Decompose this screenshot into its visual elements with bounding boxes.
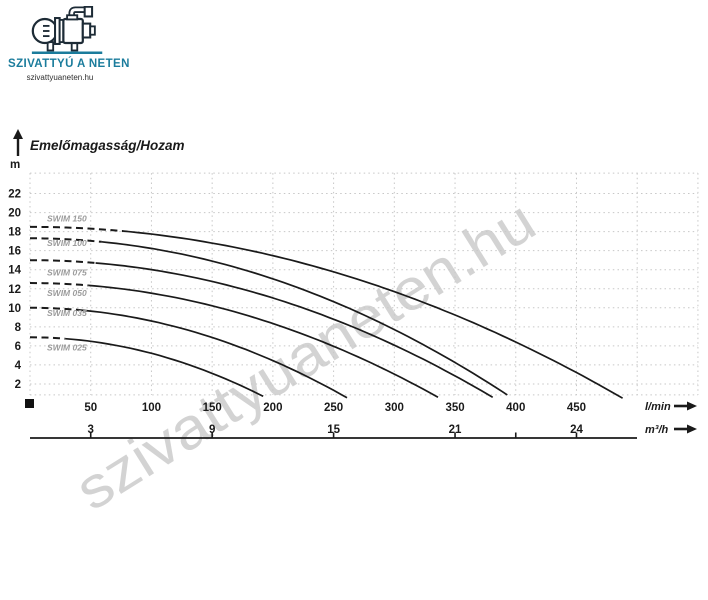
chart-title: Emelőmagasság/Hozam — [30, 138, 185, 153]
series-label: SWIM 100 — [47, 238, 87, 248]
curve-swim-150 — [123, 230, 624, 399]
curve-dashed-swim-025 — [29, 336, 66, 340]
x-tick-label-m3h: 9 — [209, 424, 215, 436]
pump-icon — [31, 6, 103, 54]
right-arrow-icon — [687, 424, 697, 434]
curve-dashed-swim-035 — [30, 306, 79, 311]
curve-dashed-swim-075 — [30, 259, 96, 264]
y-tick-label: 22 — [8, 189, 21, 201]
y-tick-label: 2 — [15, 379, 21, 391]
y-unit-label: m — [10, 159, 20, 171]
origin-marker — [25, 399, 34, 408]
x-tick-label-lmin: 100 — [142, 402, 161, 414]
pump-curves: SWIM 150 SWIM 100 SWIM 075 SWIM 050 SWIM 035… — [29, 213, 624, 399]
x-tick-label-lmin: 350 — [445, 402, 464, 414]
y-tick-label: 18 — [8, 227, 21, 239]
curve-dashed-swim-150 — [30, 225, 124, 233]
brand-url: szivattyuaneten.hu — [26, 73, 94, 82]
brand-logo: SZIVATTYÚ A NETEN szivattyuaneten.hu — [0, 0, 150, 90]
curve-dashed-swim-100 — [30, 237, 102, 243]
x-tick-label-m3h: 3 — [88, 424, 94, 436]
y-axis-header: m Emelőmagasság/Hozam — [10, 129, 185, 171]
y-tick-label: 16 — [8, 246, 21, 258]
x-tick-label-lmin: 450 — [567, 402, 586, 414]
series-label: SWIM 035 — [47, 308, 87, 318]
y-tick-label: 6 — [15, 341, 21, 353]
y-tick-label: 20 — [8, 208, 21, 220]
series-label: SWIM 150 — [47, 213, 87, 223]
right-arrow-icon — [687, 401, 697, 411]
up-arrow-icon — [13, 129, 23, 139]
x-unit-lmin-label: l/min — [645, 401, 671, 413]
series-label: SWIM 050 — [47, 288, 87, 298]
y-tick-label: 10 — [8, 303, 21, 315]
curve-swim-100 — [101, 240, 508, 396]
x-tick-label-lmin: 400 — [506, 402, 525, 414]
y-tick-label: 8 — [15, 322, 22, 334]
curve-dashed-swim-050 — [29, 282, 89, 287]
x-tick-label-lmin: 200 — [263, 402, 282, 414]
x-tick-label-m3h: 21 — [449, 424, 462, 436]
x-axis-units: l/min m³/h — [645, 401, 697, 436]
x-unit-m3h-label: m³/h — [645, 424, 669, 436]
series-label: SWIM 075 — [47, 268, 87, 278]
y-tick-label: 12 — [8, 284, 21, 296]
y-tick-label: 4 — [15, 360, 22, 372]
curve-swim-075 — [95, 262, 494, 399]
x-tick-label-lmin: 300 — [385, 402, 404, 414]
y-tick-label: 14 — [8, 265, 21, 277]
x-tick-label-m3h: 15 — [327, 424, 340, 436]
watermark-text: szivattyuaneten.hu — [64, 188, 546, 523]
x-tick-label-m3h: 24 — [570, 424, 583, 436]
x-tick-label-lmin: 50 — [84, 402, 97, 414]
curve-swim-050 — [88, 284, 439, 399]
x-tick-label-lmin: 150 — [203, 402, 222, 414]
x-tick-label-lmin: 250 — [324, 402, 343, 414]
curve-swim-025 — [65, 337, 264, 398]
brand-name: SZIVATTYÚ A NETEN — [8, 58, 130, 70]
chart-grid — [29, 172, 699, 396]
series-label: SWIM 025 — [47, 342, 87, 352]
curve-swim-035 — [78, 309, 348, 399]
